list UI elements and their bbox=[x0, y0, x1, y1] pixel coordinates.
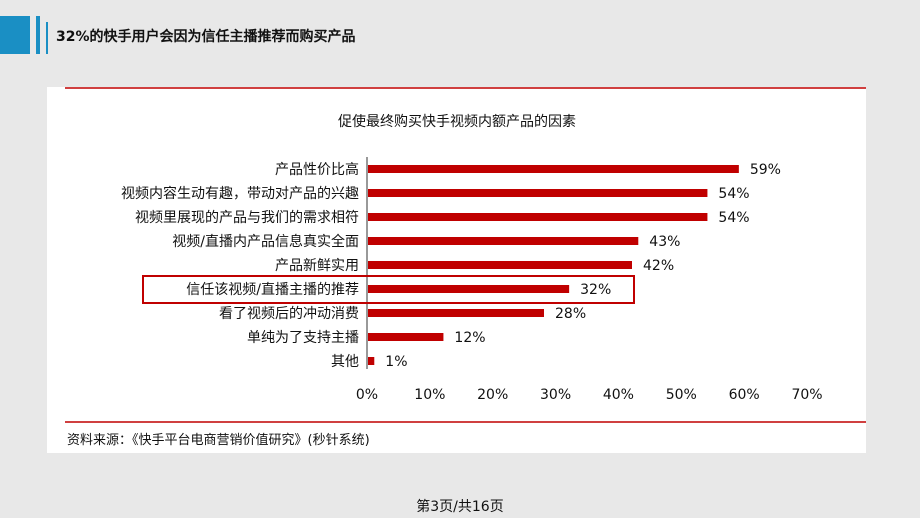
x-tick-label: 0% bbox=[356, 387, 378, 403]
category-label: 视频里展现的产品与我们的需求相符 bbox=[135, 210, 359, 226]
category-label: 产品性价比高 bbox=[275, 161, 359, 178]
value-label: 54% bbox=[718, 210, 749, 226]
bar bbox=[368, 189, 708, 197]
value-label: 43% bbox=[649, 234, 680, 250]
x-tick-label: 30% bbox=[540, 387, 571, 403]
value-label: 28% bbox=[555, 306, 586, 322]
x-tick-label: 50% bbox=[666, 387, 697, 403]
value-label: 42% bbox=[643, 258, 674, 274]
accent-bar-large bbox=[0, 16, 30, 54]
category-label: 视频内容生动有趣，带动对产品的兴趣 bbox=[121, 185, 359, 202]
accent-bar-thinner bbox=[46, 22, 48, 54]
source-note: 资料来源：《快手平台电商营销价值研究》(秒针系统) bbox=[67, 432, 370, 448]
x-axis-ticks: 0% 10% 20% 30% 40% 50% 60% 70% bbox=[356, 387, 823, 403]
category-label: 视频/直播内产品信息真实全面 bbox=[172, 233, 359, 250]
page-number: 第3页/共16页 bbox=[416, 499, 504, 515]
value-label: 59% bbox=[750, 162, 781, 178]
value-label: 1% bbox=[385, 354, 407, 370]
bar bbox=[368, 285, 570, 293]
category-label: 看了视频后的冲动消费 bbox=[219, 306, 359, 322]
bar bbox=[368, 357, 375, 365]
x-tick-label: 10% bbox=[414, 387, 445, 403]
value-label: 54% bbox=[718, 186, 749, 202]
value-label: 12% bbox=[454, 330, 485, 346]
value-label: 32% bbox=[580, 282, 611, 298]
x-tick-label: 40% bbox=[603, 387, 634, 403]
bar bbox=[368, 333, 444, 341]
bar-chart: 促使最终购买快手视频内额产品的因素 产品性价比高 59% 视频内容生动有趣，带动对产… bbox=[65, 87, 866, 448]
bars-layer: 产品性价比高 59% 视频内容生动有趣，带动对产品的兴趣 54% 视频里展现的产品与我们… bbox=[121, 161, 781, 370]
chart-title: 促使最终购买快手视频内额产品的因素 bbox=[338, 113, 576, 130]
slide-title: 32%的快手用户会因为信任主播推荐而购买产品 bbox=[56, 29, 356, 45]
bar bbox=[368, 165, 739, 173]
bar bbox=[368, 237, 639, 245]
bar bbox=[368, 261, 632, 269]
highlight-box bbox=[142, 275, 635, 304]
x-tick-label: 70% bbox=[791, 387, 822, 403]
category-label: 信任该视频/直播主播的推荐 bbox=[186, 281, 359, 298]
chart-panel: 促使最终购买快手视频内额产品的因素 产品性价比高 59% 视频内容生动有趣，带动对产… bbox=[47, 87, 866, 453]
x-tick-label: 20% bbox=[477, 387, 508, 403]
accent-bar-thin bbox=[36, 16, 40, 54]
category-label: 单纯为了支持主播 bbox=[247, 330, 359, 346]
category-label: 产品新鲜实用 bbox=[275, 258, 359, 274]
bar bbox=[368, 213, 708, 221]
x-tick-label: 60% bbox=[729, 387, 760, 403]
category-label: 其他 bbox=[331, 354, 359, 370]
bar bbox=[368, 309, 544, 317]
